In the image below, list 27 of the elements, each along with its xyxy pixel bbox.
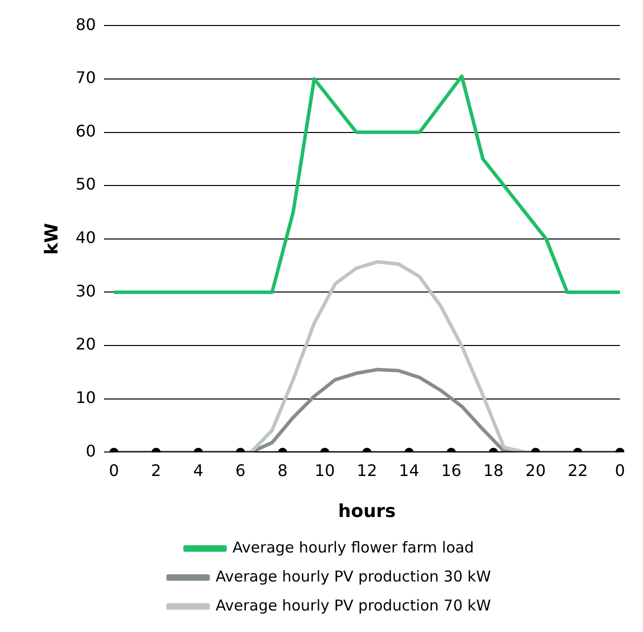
x-tick-label: 10 (314, 460, 335, 480)
x-tick-label: 14 (398, 460, 420, 480)
y-tick-label: 80 (76, 14, 96, 34)
x-tick-label: 0 (108, 460, 120, 480)
y-axis-title: kW (41, 222, 62, 255)
x-tick-label: 4 (193, 460, 204, 480)
x-tick-label: 6 (235, 460, 246, 480)
y-tick-label: 50 (76, 174, 96, 194)
y-tick-label: 0 (86, 441, 96, 460)
x-tick-label: 20 (525, 460, 546, 480)
x-tick-label: 22 (568, 460, 588, 480)
legend-label: Average hourly PV production 30 kW (216, 567, 492, 586)
y-tick-label: 60 (76, 121, 96, 140)
x-tick-label: 0 (614, 460, 626, 480)
legend-label: Average hourly PV production 70 kW (216, 596, 492, 614)
y-tick-label: 70 (76, 68, 96, 88)
x-tick-label: 16 (441, 460, 462, 480)
x-tick-label: 12 (356, 460, 378, 480)
y-tick-label: 20 (76, 334, 96, 354)
y-tick-label: 10 (76, 388, 96, 408)
x-tick-label: 2 (151, 460, 162, 480)
x-axis-title: hours (338, 500, 396, 522)
x-tick-label: 8 (278, 460, 288, 480)
x-tick-label: 18 (483, 460, 504, 480)
legend-label: Average hourly flower farm load (232, 538, 474, 556)
y-tick-label: 40 (76, 228, 96, 248)
y-tick-label: 30 (76, 281, 96, 300)
